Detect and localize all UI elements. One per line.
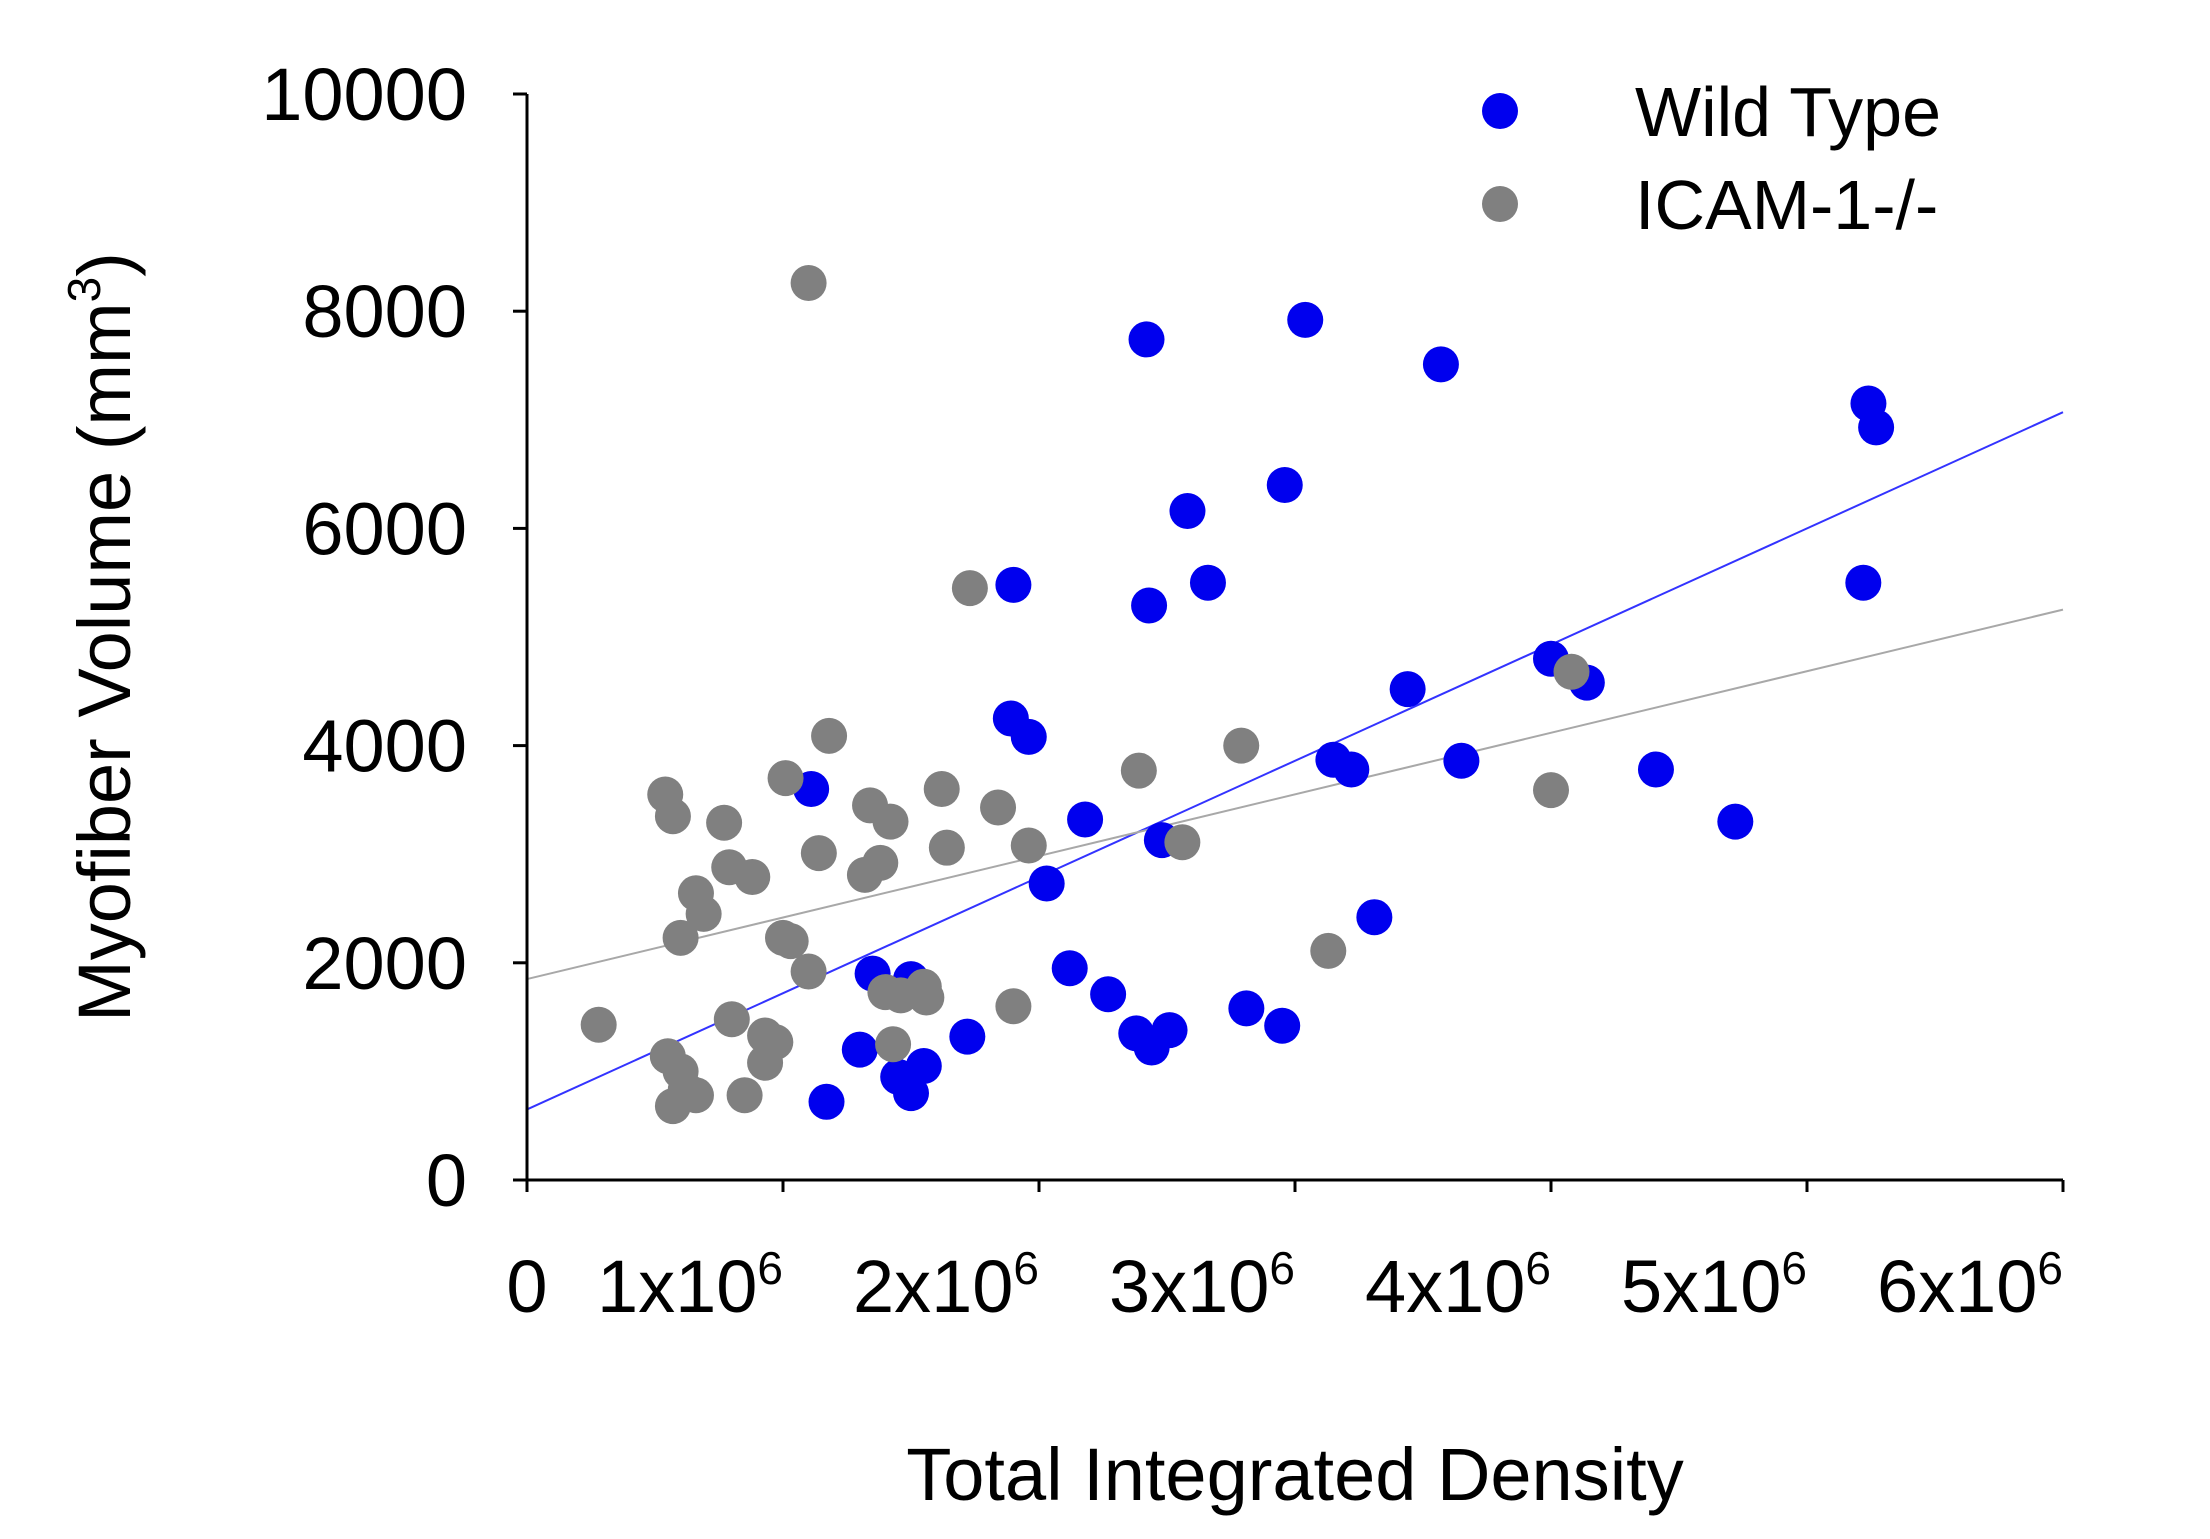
y-axis-title: Myofiber Volume (mm3)	[58, 252, 146, 1022]
x-tick-label: 5x106	[1621, 1242, 1807, 1328]
fit-line-icam	[526, 608, 2064, 981]
point-icam	[726, 1077, 763, 1114]
point-icam	[772, 923, 809, 960]
point-wild-type	[1717, 803, 1754, 840]
legend-marker-wild-type	[1482, 93, 1518, 129]
data-points	[580, 264, 1895, 1125]
point-icam	[1310, 932, 1347, 969]
point-icam	[1533, 772, 1569, 809]
point-wild-type	[1356, 899, 1393, 936]
point-wild-type	[1189, 564, 1226, 601]
x-tick-label: 1x106	[597, 1242, 783, 1328]
point-icam	[580, 1006, 617, 1043]
y-axis-ticks: 0 2000 4000 6000 8000 10000	[261, 53, 527, 1222]
legend: Wild Type ICAM-1-/-	[1482, 73, 1941, 244]
point-icam	[757, 1024, 794, 1061]
point-icam	[790, 953, 827, 990]
y-tick-label: 6000	[302, 487, 467, 570]
legend-label-icam: ICAM-1-/-	[1635, 166, 1938, 244]
point-icam	[923, 771, 960, 808]
point-icam	[1553, 653, 1590, 690]
x-tick-label: 0	[506, 1245, 547, 1328]
point-icam	[706, 804, 743, 841]
point-icam	[1120, 752, 1157, 789]
point-icam	[980, 789, 1017, 826]
point-icam	[662, 919, 699, 956]
point-wild-type	[1389, 671, 1426, 708]
y-axis-title-close: )	[63, 252, 146, 277]
y-axis-title-text: Myofiber Volume (mm	[63, 302, 146, 1022]
point-wild-type	[1051, 950, 1088, 987]
point-wild-type	[1443, 742, 1480, 779]
point-wild-type	[1067, 801, 1104, 838]
y-tick-label: 10000	[261, 53, 467, 136]
x-tick-label: 3x106	[1109, 1242, 1295, 1328]
point-icam	[875, 1026, 912, 1063]
x-tick-label: 4x106	[1365, 1242, 1551, 1328]
regression-lines	[526, 411, 2064, 1111]
point-wild-type	[1287, 301, 1324, 338]
point-wild-type	[808, 1083, 845, 1120]
point-wild-type	[905, 1047, 942, 1084]
point-wild-type	[893, 1075, 929, 1112]
point-wild-type	[1845, 564, 1882, 601]
y-tick-label: 2000	[302, 922, 467, 1005]
point-wild-type	[1264, 1007, 1301, 1044]
point-wild-type	[949, 1018, 986, 1055]
point-wild-type	[1090, 976, 1127, 1013]
x-axis-title: Total Integrated Density	[906, 1433, 1683, 1516]
point-wild-type	[1333, 751, 1370, 788]
point-icam	[685, 895, 722, 932]
point-icam	[654, 798, 691, 835]
y-tick-label: 8000	[302, 270, 467, 353]
x-tick-label: 6x106	[1877, 1242, 2063, 1328]
point-icam	[1223, 727, 1260, 764]
point-icam	[995, 988, 1032, 1025]
point-wild-type	[1858, 409, 1895, 446]
point-icam	[951, 570, 988, 607]
legend-label-wild-type: Wild Type	[1635, 73, 1941, 151]
point-wild-type	[1131, 587, 1168, 624]
point-icam	[800, 835, 837, 872]
point-icam	[734, 859, 771, 896]
point-wild-type	[1028, 865, 1065, 902]
point-icam	[677, 1077, 714, 1114]
point-icam	[872, 803, 909, 840]
legend-marker-icam	[1482, 186, 1518, 222]
point-wild-type	[1266, 466, 1303, 503]
y-tick-label: 0	[426, 1139, 467, 1222]
point-icam	[713, 1001, 750, 1038]
y-tick-label: 4000	[302, 705, 467, 788]
y-axis-title-superscript: 3	[58, 277, 110, 303]
point-icam	[928, 829, 965, 866]
x-tick-label: 2x106	[853, 1242, 1039, 1328]
point-icam	[811, 717, 848, 754]
point-icam	[862, 844, 899, 881]
point-wild-type	[1010, 718, 1047, 755]
point-wild-type	[1128, 321, 1165, 358]
point-icam	[790, 264, 827, 301]
point-wild-type	[841, 1031, 878, 1068]
point-icam	[1164, 824, 1201, 861]
point-wild-type	[1169, 493, 1206, 530]
point-wild-type	[1637, 751, 1674, 788]
point-icam	[1010, 827, 1047, 864]
point-wild-type	[995, 566, 1032, 603]
point-wild-type	[1228, 990, 1265, 1027]
fit-line-wild-type	[526, 411, 2064, 1111]
point-icam	[908, 979, 945, 1016]
point-icam	[767, 760, 804, 797]
x-axis-ticks: 0 1x106 2x106 3x106 4x106 5x106 6x106	[506, 1180, 2065, 1328]
point-wild-type	[1422, 346, 1459, 383]
point-wild-type	[1151, 1012, 1188, 1049]
